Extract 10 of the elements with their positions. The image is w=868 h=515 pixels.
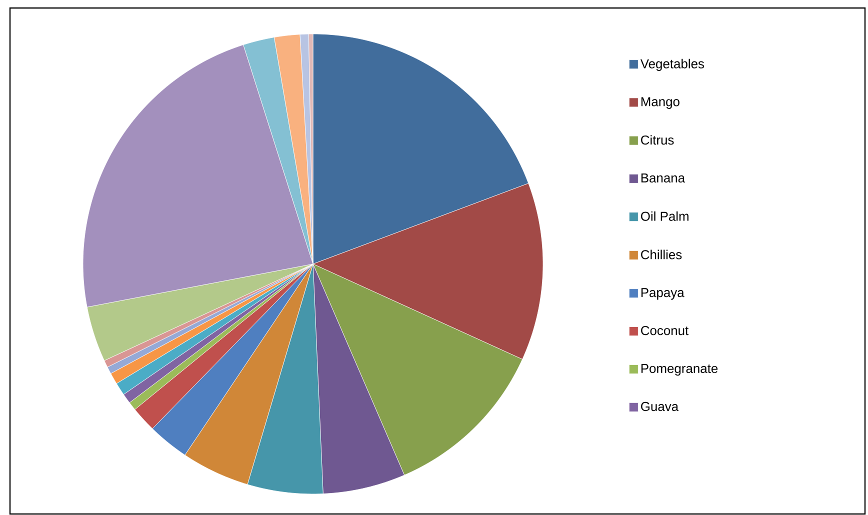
- legend-label: Chillies: [641, 250, 682, 260]
- legend-label: Oil Palm: [641, 211, 688, 221]
- legend-label: Pomegranate: [641, 364, 718, 376]
- legend-label: Guava: [641, 402, 679, 412]
- legend-label: Citrus: [641, 135, 674, 145]
- legend-label: Vegetables: [640, 58, 704, 71]
- legend-label: Banana: [641, 173, 686, 183]
- legend-label: Coconut: [641, 326, 689, 336]
- legend-label: Papaya: [641, 288, 684, 300]
- legend-label: Mango: [641, 97, 680, 109]
